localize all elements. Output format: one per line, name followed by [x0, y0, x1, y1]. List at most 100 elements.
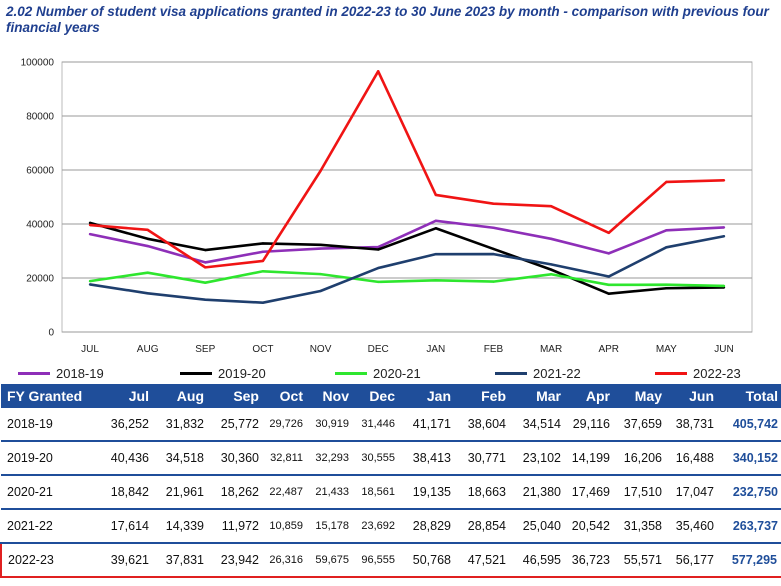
table-cell: 34,518: [153, 441, 208, 476]
data-point-2021-22: [319, 289, 322, 293]
table-cell: 17,469: [565, 475, 614, 510]
legend-label: 2022-23: [693, 365, 741, 381]
data-point-2020-21: [549, 273, 553, 276]
y-axis-ticks: 0 20000 40000 60000 80000 100000: [21, 58, 55, 339]
table-cell: 23,102: [510, 441, 565, 476]
legend-label: 2019-20: [218, 365, 266, 381]
x-tick-label: OCT: [252, 344, 273, 355]
table-cell: 32,293: [307, 441, 353, 476]
data-point-2020-21: [319, 272, 322, 276]
table-cell: 18,842: [101, 475, 153, 510]
table-cell: 16,488: [666, 441, 718, 476]
table-cell: 35,460: [666, 509, 718, 544]
table-cell: 38,604: [455, 408, 510, 442]
x-tick-label: MAY: [656, 344, 677, 355]
total-cell: 340,152: [718, 441, 781, 476]
table-cell: 28,829: [399, 509, 455, 544]
legend-item: 2022-23: [655, 362, 741, 384]
data-point-2020-21: [607, 283, 610, 287]
x-tick-label: FEB: [484, 344, 504, 355]
data-point-2018-19: [204, 261, 207, 264]
series-line-2021-22: [89, 234, 725, 304]
legend-item: 2020-21: [335, 362, 421, 384]
table-cell: 46,595: [510, 542, 565, 578]
table-cell: 17,614: [101, 509, 153, 544]
total-cell: 263,737: [718, 509, 781, 544]
table-cell: 30,360: [208, 441, 263, 476]
table-cell: 11,972: [208, 509, 263, 544]
table-cell: 38,413: [399, 441, 455, 476]
table-cell: 96,555: [353, 542, 399, 578]
table-cell: 56,177: [666, 542, 718, 578]
table-cell: 18,663: [455, 475, 510, 510]
x-tick-label: JUN: [714, 344, 733, 355]
series-line-2022-23: [89, 70, 725, 269]
legend-swatch: [18, 371, 50, 375]
data-point-2018-19: [319, 247, 322, 250]
y-tick-label: 100000: [21, 58, 55, 69]
table-cell: 59,675: [307, 542, 353, 578]
data-point-2022-23: [146, 228, 149, 232]
data-point-2022-23: [261, 259, 265, 263]
column-header: Jan: [399, 384, 455, 408]
line-chart: 0 20000 40000 60000 80000 100000 JUL AUG SEP OCT…: [21, 58, 753, 355]
legend: 2018-19 2019-20 2020-21 2021-22 2022-23: [0, 362, 781, 384]
data-point-2018-19: [88, 232, 92, 236]
table-row: 2021-22 17,614 14,339 11,972 10,859 15,178 23,…: [1, 509, 781, 544]
data-point-2022-23: [376, 70, 380, 73]
x-tick-label: NOV: [310, 344, 332, 355]
data-point-2020-21: [722, 284, 726, 288]
data-point-2022-23: [492, 202, 495, 205]
data-point-2019-20: [261, 242, 265, 245]
table-cell: 22,487: [263, 475, 307, 510]
table-cell: 26,316: [263, 542, 307, 578]
total-cell: 405,742: [718, 408, 781, 442]
data-point-2019-20: [665, 287, 668, 290]
data-point-2022-23: [319, 169, 322, 173]
data-point-2022-23: [665, 180, 668, 184]
column-header: May: [614, 384, 666, 408]
series-lines: [88, 70, 726, 304]
table-cell: 29,726: [263, 408, 307, 442]
legend-swatch: [495, 371, 527, 375]
table-cell: 36,723: [565, 542, 614, 578]
data-point-2019-20: [492, 247, 495, 251]
legend-label: 2020-21: [373, 365, 421, 381]
data-point-2019-20: [204, 248, 207, 252]
data-point-2020-21: [88, 279, 92, 283]
data-point-2021-22: [492, 252, 495, 256]
table-cell: 16,206: [614, 441, 666, 476]
column-header: Mar: [510, 384, 565, 408]
data-point-2020-21: [261, 270, 265, 273]
column-header: Jul: [101, 384, 153, 408]
data-point-2018-19: [492, 226, 495, 229]
table-cell: 18,262: [208, 475, 263, 510]
column-header: Total: [718, 384, 781, 408]
table-cell: 38,731: [666, 408, 718, 442]
table-cell: 30,919: [307, 408, 353, 442]
data-point-2022-23: [88, 223, 92, 227]
data-point-2020-21: [376, 280, 380, 284]
data-point-2018-19: [434, 219, 438, 223]
data-point-2020-21: [434, 279, 438, 282]
legend-item: 2018-19: [18, 362, 104, 384]
table-cell: 20,542: [565, 509, 614, 544]
data-point-2022-23: [607, 231, 610, 235]
data-point-2021-22: [376, 266, 380, 270]
column-header: Apr: [565, 384, 614, 408]
legend-label: 2021-22: [533, 365, 581, 381]
table-cell: 40,436: [101, 441, 153, 476]
table-cell: 39,621: [101, 542, 153, 578]
row-label: 2020-21: [1, 475, 101, 510]
data-point-2018-19: [607, 252, 610, 255]
table-cell: 23,692: [353, 509, 399, 544]
series-line-2020-21: [89, 269, 725, 288]
table-cell: 15,178: [307, 509, 353, 544]
table-row: 2018-19 36,252 31,832 25,772 29,726 30,919 31,…: [1, 408, 781, 442]
table-cell: 55,571: [614, 542, 666, 578]
total-cell: 577,295: [718, 542, 781, 578]
legend-swatch: [655, 371, 687, 375]
data-point-2019-20: [88, 221, 92, 225]
data-point-2021-22: [146, 292, 149, 295]
data-point-2021-22: [261, 301, 265, 304]
